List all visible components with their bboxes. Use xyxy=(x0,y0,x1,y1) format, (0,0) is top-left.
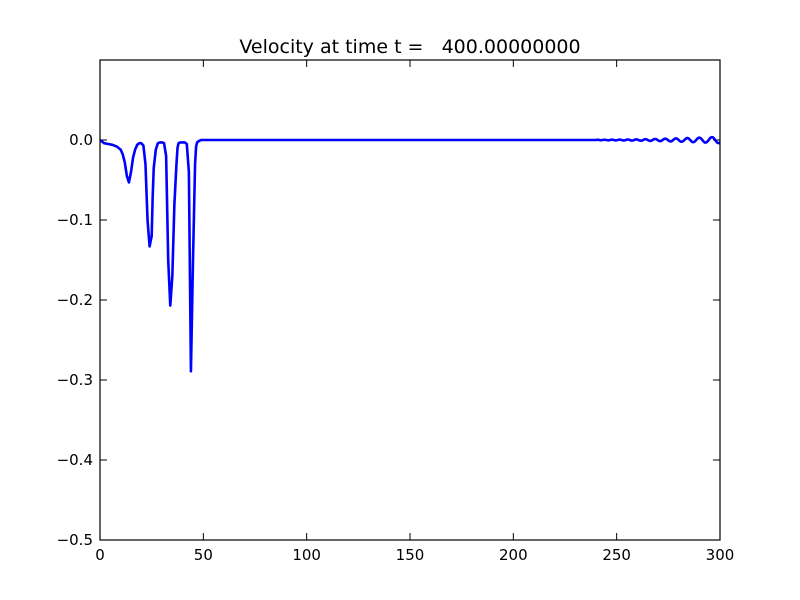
tick-labels: 0 50 100 150 200 250 300 0.0 −0.1 −0.2 −0.3 −0.4 −0.… xyxy=(57,131,735,564)
y-tick-label: 0.0 xyxy=(69,131,93,149)
x-tick-label: 150 xyxy=(396,546,425,564)
velocity-series-line xyxy=(100,135,720,373)
y-tick-label: −0.2 xyxy=(57,291,93,309)
x-tick-label: 100 xyxy=(292,546,321,564)
x-tick-label: 0 xyxy=(95,546,105,564)
y-tick-label: −0.3 xyxy=(57,371,93,389)
x-tick-label: 300 xyxy=(706,546,735,564)
plot-area-frame xyxy=(99,59,721,541)
y-tick-label: −0.5 xyxy=(57,531,93,549)
chart-title: Velocity at time t = 400.00000000 xyxy=(239,36,580,58)
x-tick-label: 250 xyxy=(602,546,631,564)
x-tick-label: 200 xyxy=(499,546,528,564)
y-tick-label: −0.4 xyxy=(57,451,93,469)
x-tick-label: 50 xyxy=(194,546,213,564)
y-tick-label: −0.1 xyxy=(57,211,93,229)
